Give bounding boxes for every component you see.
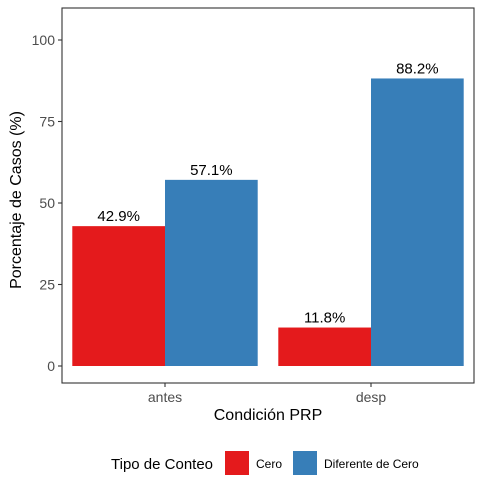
x-axis: antes desp <box>148 383 387 405</box>
bar-data-label: 42.9% <box>97 208 140 225</box>
x-tick-label: antes <box>148 389 182 405</box>
bar <box>371 78 464 366</box>
x-axis-title: Condición PRP <box>214 407 323 424</box>
legend-label-cero: Cero <box>256 457 282 471</box>
legend: Tipo de Conteo Cero Diferente de Cero <box>111 451 419 475</box>
bars-layer <box>72 78 464 366</box>
y-tick-label: 0 <box>47 358 55 374</box>
y-axis: 0 25 50 75 100 <box>32 32 62 374</box>
bar-data-label: 57.1% <box>190 162 233 179</box>
bar <box>278 327 371 366</box>
y-tick-label: 50 <box>39 195 55 211</box>
legend-label-diferente-de-cero: Diferente de Cero <box>324 457 419 471</box>
y-axis-title: Porcentaje de Casos (%) <box>8 111 25 289</box>
bar <box>165 179 258 366</box>
y-tick-label: 100 <box>32 32 56 48</box>
plot-panel-border <box>61 7 475 384</box>
bar-labels-layer: 42.9% 57.1% 11.8% 88.2% <box>97 60 438 326</box>
legend-key-cero <box>225 451 249 475</box>
bar-data-label: 11.8% <box>304 310 345 327</box>
legend-key-diferente-de-cero <box>293 451 317 475</box>
y-tick-label: 25 <box>39 277 55 293</box>
bar <box>72 226 165 366</box>
y-tick-label: 75 <box>39 114 55 130</box>
bar-data-label: 88.2% <box>396 60 439 77</box>
legend-title: Tipo de Conteo <box>111 456 213 473</box>
x-tick-label: desp <box>356 389 387 405</box>
